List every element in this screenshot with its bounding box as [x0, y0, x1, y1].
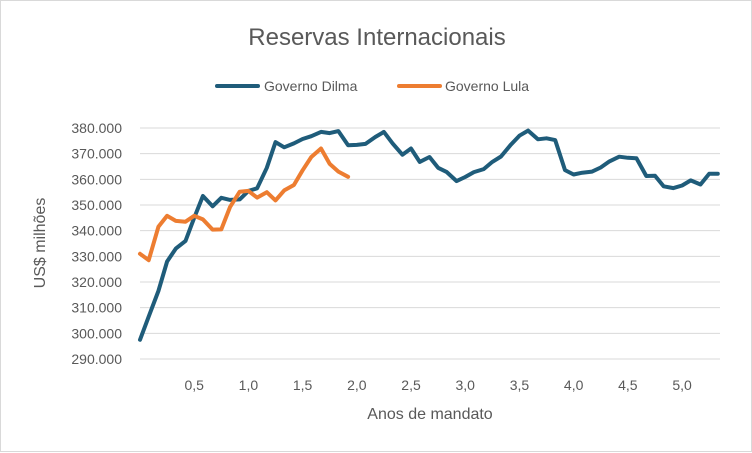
y-axis-label: US$ milhões: [32, 198, 49, 289]
y-tick-label: 380.000: [71, 120, 122, 136]
x-tick-label: 1,5: [293, 377, 313, 393]
y-tick-label: 370.000: [71, 146, 122, 162]
x-tick-label: 3,5: [510, 377, 530, 393]
legend: Governo Dilma Governo Lula: [215, 78, 529, 94]
gridlines: [140, 127, 720, 334]
y-tick-label: 330.000: [71, 248, 122, 264]
chart-title: Reservas Internacionais: [248, 24, 505, 51]
series-line-dilma: [138, 128, 720, 342]
x-tick-label: 5,0: [672, 377, 692, 393]
y-tick-label: 360.000: [71, 171, 122, 187]
y-tick-label: 310.000: [71, 300, 122, 316]
series-line-lula: [138, 146, 351, 263]
y-tick-label: 290.000: [71, 351, 122, 367]
y-tick-label: 350.000: [71, 197, 122, 213]
x-tick-label: 4,0: [564, 377, 584, 393]
x-axis-ticks: 0,5 1,0 1,5 2,0 2,5 3,0 3,5 4,0 4,5 5,0: [184, 377, 692, 393]
x-tick-label: 1,0: [239, 377, 259, 393]
x-tick-label: 4,5: [618, 377, 638, 393]
legend-label-dilma: Governo Dilma: [264, 78, 358, 94]
x-axis-label: Anos de mandato: [367, 406, 493, 423]
series-group: [138, 128, 720, 342]
x-tick-label: 0,5: [184, 377, 204, 393]
x-tick-label: 2,0: [347, 377, 367, 393]
y-axis-ticks: 290.000 300.000 310.000 320.000 330.000 340.0…: [71, 120, 122, 367]
x-tick-label: 3,0: [455, 377, 475, 393]
x-tick-label: 2,5: [401, 377, 421, 393]
y-tick-label: 300.000: [71, 325, 122, 341]
y-tick-label: 340.000: [71, 223, 122, 239]
y-tick-label: 320.000: [71, 274, 122, 290]
legend-label-lula: Governo Lula: [445, 78, 529, 94]
